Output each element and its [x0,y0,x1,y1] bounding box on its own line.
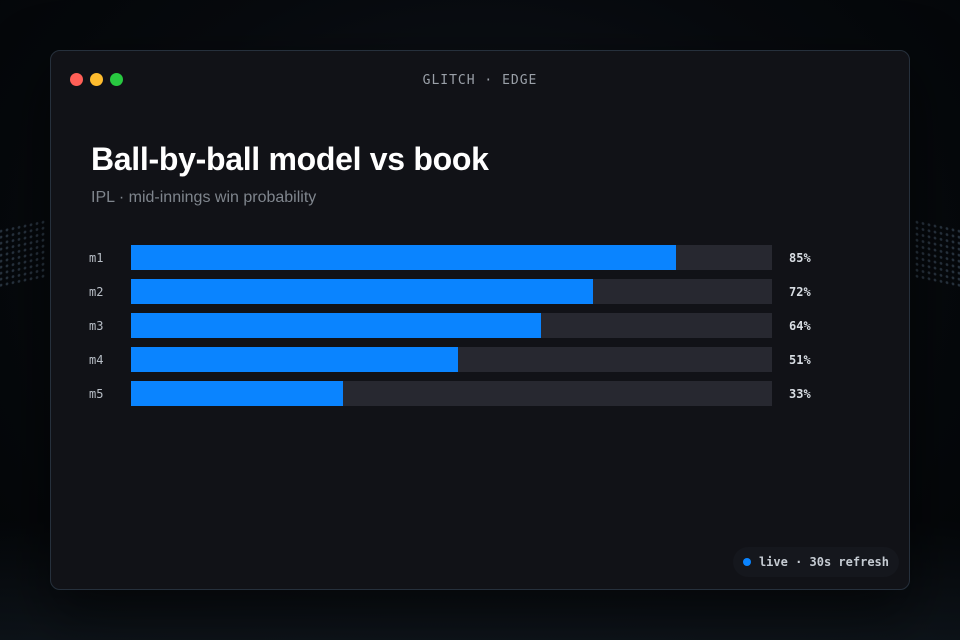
bar-row: m3 64% [89,313,889,338]
app-window: GLITCH · EDGE Ball-by-ball model vs book… [50,50,910,590]
bar-row: m5 33% [89,381,889,406]
maximize-window-button[interactable] [110,73,123,86]
window-controls [70,73,123,86]
live-indicator-icon [742,558,751,566]
title-bar: GLITCH · EDGE [51,51,909,111]
bar-row: m1 85% [89,245,889,270]
status-badge: live · 30s refresh [732,547,899,577]
bar-category-label: m2 [89,284,104,299]
bar-fill [131,381,343,406]
bar-fill [131,347,458,372]
bar-value-label: 51% [789,352,811,367]
bar-fill [131,313,542,338]
bar-fill [131,245,676,270]
bar-value-label: 33% [789,386,811,401]
bar-row: m4 51% [89,347,889,372]
page-subtitle: IPL · mid-innings win probability [91,189,317,206]
page-title: Ball-by-ball model vs book [91,141,489,177]
status-text: live · 30s refresh [758,555,889,569]
bar-track [131,313,772,338]
bar-category-label: m4 [89,352,104,367]
bar-track [131,279,772,304]
bar-row: m2 72% [89,279,889,304]
bar-category-label: m5 [89,386,104,401]
floodlight-left [0,218,46,292]
bar-track [131,381,772,406]
bar-value-label: 72% [789,284,811,299]
bar-category-label: m1 [89,250,104,265]
bar-value-label: 85% [789,250,811,265]
floodlight-right [914,218,960,292]
bar-category-label: m3 [89,318,104,333]
window-title: GLITCH · EDGE [422,73,538,88]
bar-track [131,245,772,270]
close-window-button[interactable] [70,73,83,86]
bar-value-label: 64% [789,318,811,333]
bar-fill [131,279,593,304]
bar-chart: m1 85% m2 72% m3 64% m4 51% m5 33% [89,245,889,415]
minimize-window-button[interactable] [90,73,103,86]
bar-track [131,347,772,372]
